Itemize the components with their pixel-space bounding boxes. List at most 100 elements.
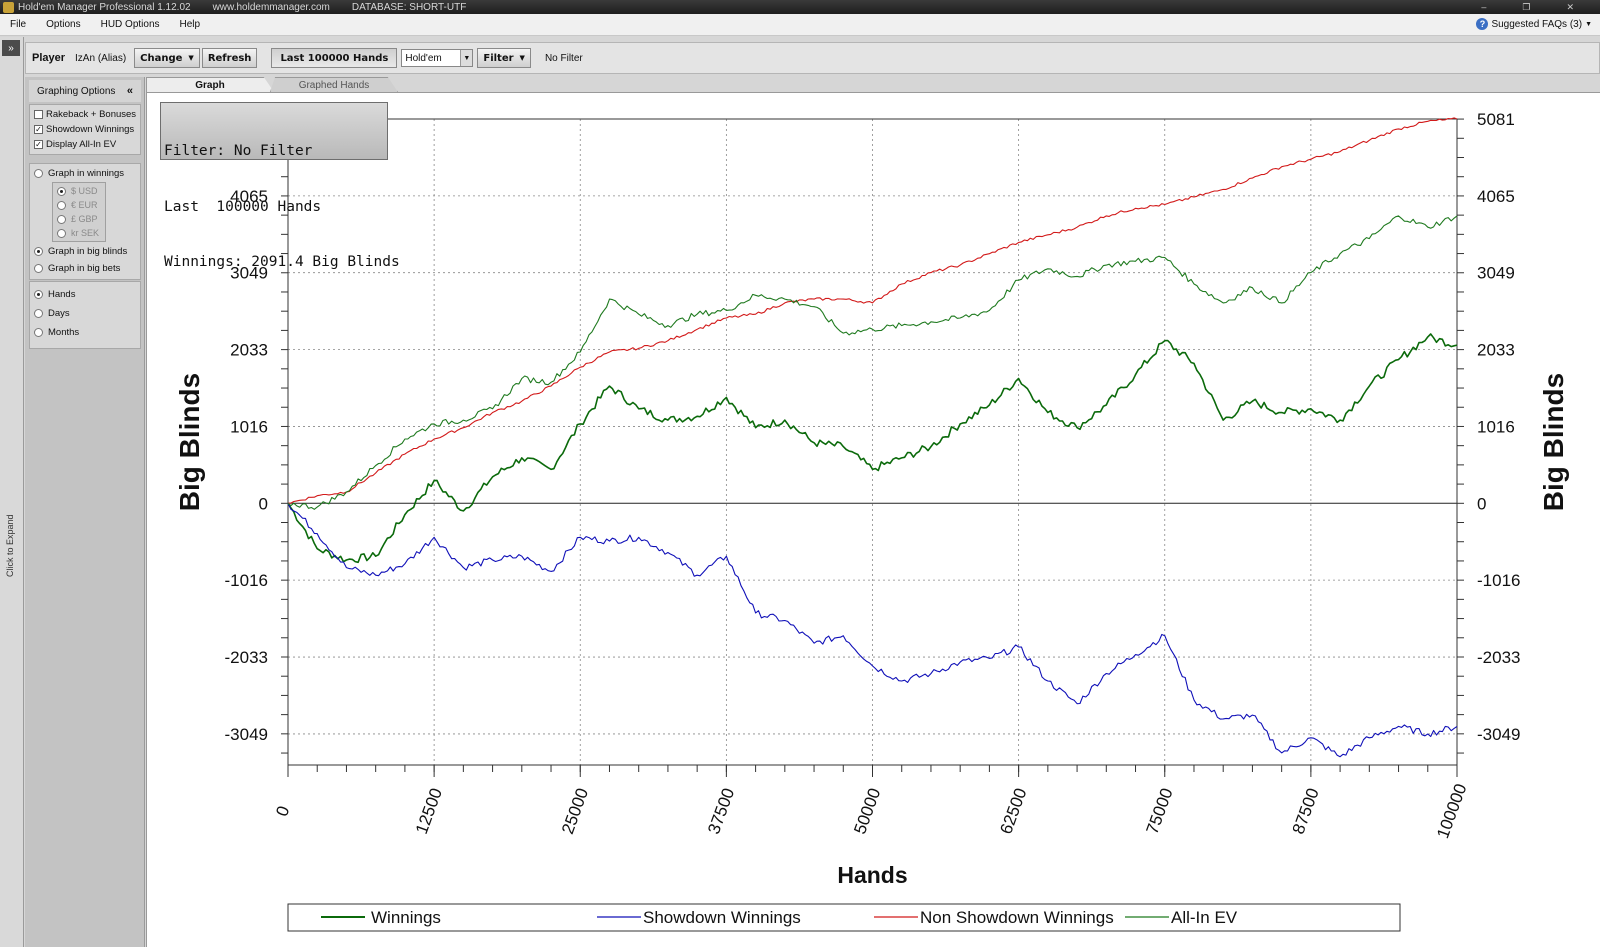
- refresh-button[interactable]: Refresh: [201, 48, 258, 68]
- y-tick-label-right: 2033: [1477, 341, 1515, 360]
- click-to-expand-label: Click to Expand: [5, 514, 15, 577]
- graph-in-winnings-radio[interactable]: [34, 169, 43, 178]
- last-hands-button[interactable]: Last 100000 Hands: [271, 48, 398, 68]
- summary-info-box: Filter: No Filter Last 100000 Hands Winn…: [160, 102, 400, 270]
- graph-in-big-blinds-radio[interactable]: [34, 247, 43, 256]
- x-tick-label: 25000: [558, 786, 592, 837]
- display-options-group: Rakeback + Bonuses ✓ Showdown Winnings ✓…: [29, 104, 141, 155]
- info-hands-line: Last 100000 Hands: [164, 198, 322, 215]
- units-options-group: Graph in winnings $ USD € EUR £ GBP kr S…: [29, 163, 141, 280]
- y-tick-label-left: 1016: [230, 417, 268, 436]
- tab-graphed-hands[interactable]: Graphed Hands: [270, 77, 398, 92]
- currency-sek-row[interactable]: kr SEK: [53, 226, 105, 240]
- filter-label: Filter: [483, 52, 514, 64]
- legend-label: Showdown Winnings: [643, 908, 801, 927]
- currency-sek-radio[interactable]: [57, 228, 66, 238]
- graph-in-winnings-row[interactable]: Graph in winnings: [30, 166, 140, 181]
- y-tick-label-right: 5081: [1477, 110, 1515, 129]
- legend-box: [287, 903, 1401, 932]
- y-tick-label-left: -1016: [225, 571, 268, 590]
- rakeback-checkbox-row[interactable]: Rakeback + Bonuses: [30, 107, 140, 122]
- y-tick-label-right: -1016: [1477, 571, 1520, 590]
- menu-hud-options[interactable]: HUD Options: [100, 19, 160, 30]
- x-hands-radio[interactable]: [34, 290, 43, 299]
- chart-grid: [288, 118, 1457, 765]
- y-tick-label-right: 4065: [1477, 187, 1515, 206]
- last-hands-label: Last 100000 Hands: [280, 52, 389, 64]
- x-axis-options-group: Hands Days Months: [29, 281, 141, 349]
- x-tick-label: 0: [272, 803, 293, 818]
- app-logo-icon: [3, 1, 14, 13]
- y-tick-label-left: 4065: [230, 187, 268, 206]
- website-label: www.holdemmanager.com: [212, 1, 330, 13]
- menu-bar: File Options HUD Options Help ? Suggeste…: [0, 14, 1600, 36]
- dropdown-arrow-icon[interactable]: ▼: [460, 50, 473, 66]
- x-tick-label: 100000: [1433, 781, 1470, 841]
- y-tick-label-left: -2033: [225, 648, 268, 667]
- showdown-checkbox[interactable]: ✓: [34, 125, 43, 134]
- graph-in-big-bets-row[interactable]: Graph in big bets: [30, 259, 140, 277]
- menu-options[interactable]: Options: [46, 19, 81, 30]
- x-hands-row[interactable]: Hands: [30, 285, 140, 304]
- x-tick-label: 87500: [1289, 786, 1323, 837]
- minimize-icon[interactable]: ‒: [1481, 2, 1487, 12]
- graphing-options-header: Graphing Options «: [29, 80, 141, 102]
- graphing-options-title: Graphing Options: [37, 85, 116, 97]
- x-months-radio[interactable]: [34, 328, 43, 337]
- chevron-down-icon: ▼: [1585, 20, 1592, 28]
- currency-sek-label: kr SEK: [71, 228, 100, 238]
- menu-file[interactable]: File: [10, 19, 27, 30]
- database-label: DATABASE: SHORT-UTF: [351, 1, 467, 13]
- graph-in-big-blinds-row[interactable]: Graph in big blinds: [30, 244, 140, 259]
- game-type-value: Hold'em: [405, 52, 442, 64]
- filter-button[interactable]: Filter ▼: [477, 48, 531, 68]
- suggested-faqs[interactable]: ? Suggested FAQs (3) ▼: [1476, 18, 1592, 30]
- suggested-faqs-label: Suggested FAQs (3): [1491, 18, 1583, 30]
- expand-arrow-icon[interactable]: »: [2, 40, 20, 56]
- currency-eur-radio[interactable]: [57, 200, 66, 210]
- collapse-panel-icon[interactable]: «: [126, 85, 133, 97]
- currency-gbp-row[interactable]: £ GBP: [53, 212, 105, 226]
- chart-series: [287, 117, 1458, 758]
- y-tick-label-left: 3049: [230, 264, 268, 283]
- y-tick-label-left: 0: [259, 494, 268, 513]
- currency-usd-radio[interactable]: [57, 186, 66, 196]
- series-line-showdown: [287, 503, 1458, 758]
- chart-axes: [281, 118, 1464, 777]
- graph-area: -3049 -3049 -2033 -2033 -1016 -1016 0 0 1016 1016…: [146, 92, 1600, 947]
- x-days-radio[interactable]: [34, 309, 43, 318]
- left-expand-strip[interactable]: » Click to Expand: [0, 37, 24, 947]
- y-tick-label-right: 0: [1477, 494, 1486, 513]
- graph-in-big-blinds-label: Graph in big blinds: [48, 246, 128, 257]
- series-line-winnings: [287, 333, 1458, 564]
- y-axis-title-left: Big Blinds: [174, 373, 205, 511]
- showdown-checkbox-row[interactable]: ✓ Showdown Winnings: [30, 122, 140, 137]
- allin-ev-checkbox[interactable]: ✓: [34, 140, 43, 149]
- change-label: Change: [140, 52, 183, 64]
- graph-in-big-bets-radio[interactable]: [34, 263, 43, 273]
- active-filter-text: No Filter: [544, 52, 583, 64]
- graph-tabs: Graph Graphed Hands: [146, 77, 398, 92]
- tab-graph[interactable]: Graph: [146, 77, 274, 92]
- close-icon[interactable]: ✕: [1566, 1, 1574, 12]
- change-player-button[interactable]: Change ▼: [134, 48, 200, 68]
- player-toolbar: Player IzAn (Alias) Change ▼ Refresh Last…: [25, 42, 1600, 74]
- restore-icon[interactable]: ❐: [1522, 1, 1531, 12]
- game-type-select[interactable]: Hold'em ▼: [401, 49, 474, 67]
- player-name: IzAn (Alias): [75, 52, 127, 64]
- showdown-label: Showdown Winnings: [46, 124, 135, 135]
- currency-eur-row[interactable]: € EUR: [53, 198, 105, 212]
- currency-gbp-radio[interactable]: [57, 214, 66, 224]
- x-months-row[interactable]: Months: [30, 323, 140, 342]
- title-bar: Hold'em Manager Professional 1.12.02 www…: [0, 0, 1600, 14]
- chevron-down-icon: ▼: [519, 54, 525, 62]
- menu-help[interactable]: Help: [179, 19, 201, 30]
- currency-eur-label: € EUR: [71, 200, 98, 210]
- currency-gbp-label: £ GBP: [71, 214, 98, 224]
- rakeback-checkbox[interactable]: [34, 110, 43, 119]
- x-days-row[interactable]: Days: [30, 304, 140, 323]
- allin-ev-checkbox-row[interactable]: ✓ Display All-In EV: [30, 137, 140, 152]
- currency-usd-row[interactable]: $ USD: [53, 184, 105, 198]
- x-tick-label: 50000: [850, 786, 884, 837]
- y-tick-label-right: 3049: [1477, 264, 1515, 283]
